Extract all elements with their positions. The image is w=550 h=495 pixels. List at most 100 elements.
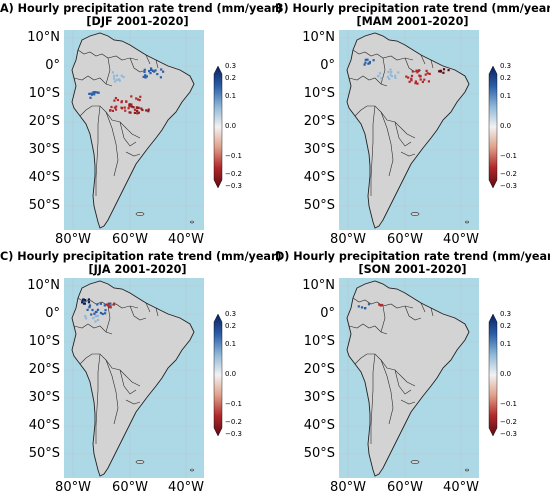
trend-pixel [389,68,392,71]
lat-label: 20°S [28,114,60,129]
trend-pixel [426,72,429,75]
trend-pixels [363,58,450,85]
trend-pixel [410,74,414,77]
lat-label: 20°S [28,362,60,377]
trend-pixel [417,69,420,73]
colorbar-body [213,313,223,437]
trend-pixel [123,106,126,109]
colorbar [213,65,223,189]
trend-pixel [127,107,130,110]
trend-pixel [120,74,123,77]
lat-label: 40°S [303,170,335,185]
trend-pixel [135,106,138,109]
lon-label: 60°W [387,480,423,495]
trend-pixel [84,315,87,318]
trend-pixel [116,98,119,102]
trend-pixel [389,73,392,76]
trend-pixel [81,298,85,301]
trend-pixel [130,105,133,108]
trend-pixel [113,74,116,78]
trend-pixel [90,313,93,316]
map-panel-3: D) Hourly precipitation rate trend (mm/y… [275,248,550,495]
trend-pixel [84,299,87,302]
trend-pixel [96,308,100,311]
trend-pixel [118,79,121,82]
map-panel-1: B) Hourly precipitation rate trend (mm/y… [275,0,550,247]
trend-pixel [439,69,442,72]
trend-pixel [142,75,145,78]
trend-pixel [101,312,104,316]
lat-label: 50°S [303,446,335,461]
colorbar-svg [488,313,498,437]
colorbar [488,313,498,437]
country-borders [73,297,159,444]
trend-pixel [141,108,144,112]
colorbar-tick-label: −0.1 [225,400,242,408]
lon-label: 80°W [330,480,366,495]
colorbar-tick-label: −0.1 [500,152,517,160]
trend-pixel [394,74,397,77]
trend-pixel [410,79,413,82]
trend-pixel [144,74,147,77]
trend-pixel [387,70,390,74]
trend-pixel [360,306,364,309]
trend-pixel [92,91,95,94]
panel-title-line1: A) Hourly precipitation rate trend (mm/y… [0,2,283,15]
colorbar-tick-label: 0.0 [500,122,512,130]
panel-title: A) Hourly precipitation rate trend (mm/y… [0,2,283,28]
south-america-landmass [346,280,470,477]
trend-pixel [133,111,136,114]
trend-pixel [129,111,132,114]
colorbar-tick-label: 0.1 [225,92,237,100]
trend-pixel [388,77,391,80]
panel-title: C) Hourly precipitation rate trend (mm/y… [0,250,282,276]
south-america-map-svg [339,278,479,478]
lat-label: 50°S [303,198,335,213]
trend-pixel [118,78,121,81]
colorbar [213,313,223,437]
trend-pixel [414,80,417,83]
trend-pixel [366,58,369,61]
lat-label: 40°S [28,170,60,185]
colorbar-tick-label: −0.3 [225,182,242,190]
trend-pixel [162,70,165,73]
trend-pixel [110,105,113,109]
lat-label: 30°S [28,142,60,157]
trend-pixel [411,70,414,73]
lat-label: 0° [45,58,60,73]
falkland-islands [135,212,145,216]
lat-label: 10°N [27,30,60,45]
trend-pixel [104,309,107,312]
south-georgia-island [465,220,469,224]
trend-pixel [419,75,422,78]
south-america-map-svg [64,278,204,478]
trend-pixel [427,80,430,83]
precip-trend-map [339,278,479,478]
trend-pixel [111,109,114,112]
trend-pixel [140,107,143,110]
trend-pixel [405,75,408,78]
trend-pixel [415,69,418,72]
colorbar-tick-label: 0.1 [500,92,512,100]
trend-pixel [109,302,112,305]
trend-pixel [129,104,132,107]
trend-pixel [364,58,367,61]
trend-pixel [414,82,417,85]
falkland-islands [410,212,420,216]
lat-label: 30°S [28,390,60,405]
precip-trend-map [64,278,204,478]
trend-pixel [108,306,111,309]
trend-pixel [363,63,366,66]
lon-label: 40°W [168,232,204,247]
trend-pixel [121,107,124,110]
trend-pixel [113,77,116,80]
trend-pixel [419,78,422,81]
colorbar-tick-label: 0.3 [500,310,512,318]
south-america-landmass [71,32,195,229]
trend-pixel [99,302,102,305]
lat-label: 10°S [28,86,60,101]
trend-pixel [88,92,91,95]
trend-pixel [96,314,100,318]
trend-pixels [81,298,116,323]
trend-pixel [125,100,128,103]
